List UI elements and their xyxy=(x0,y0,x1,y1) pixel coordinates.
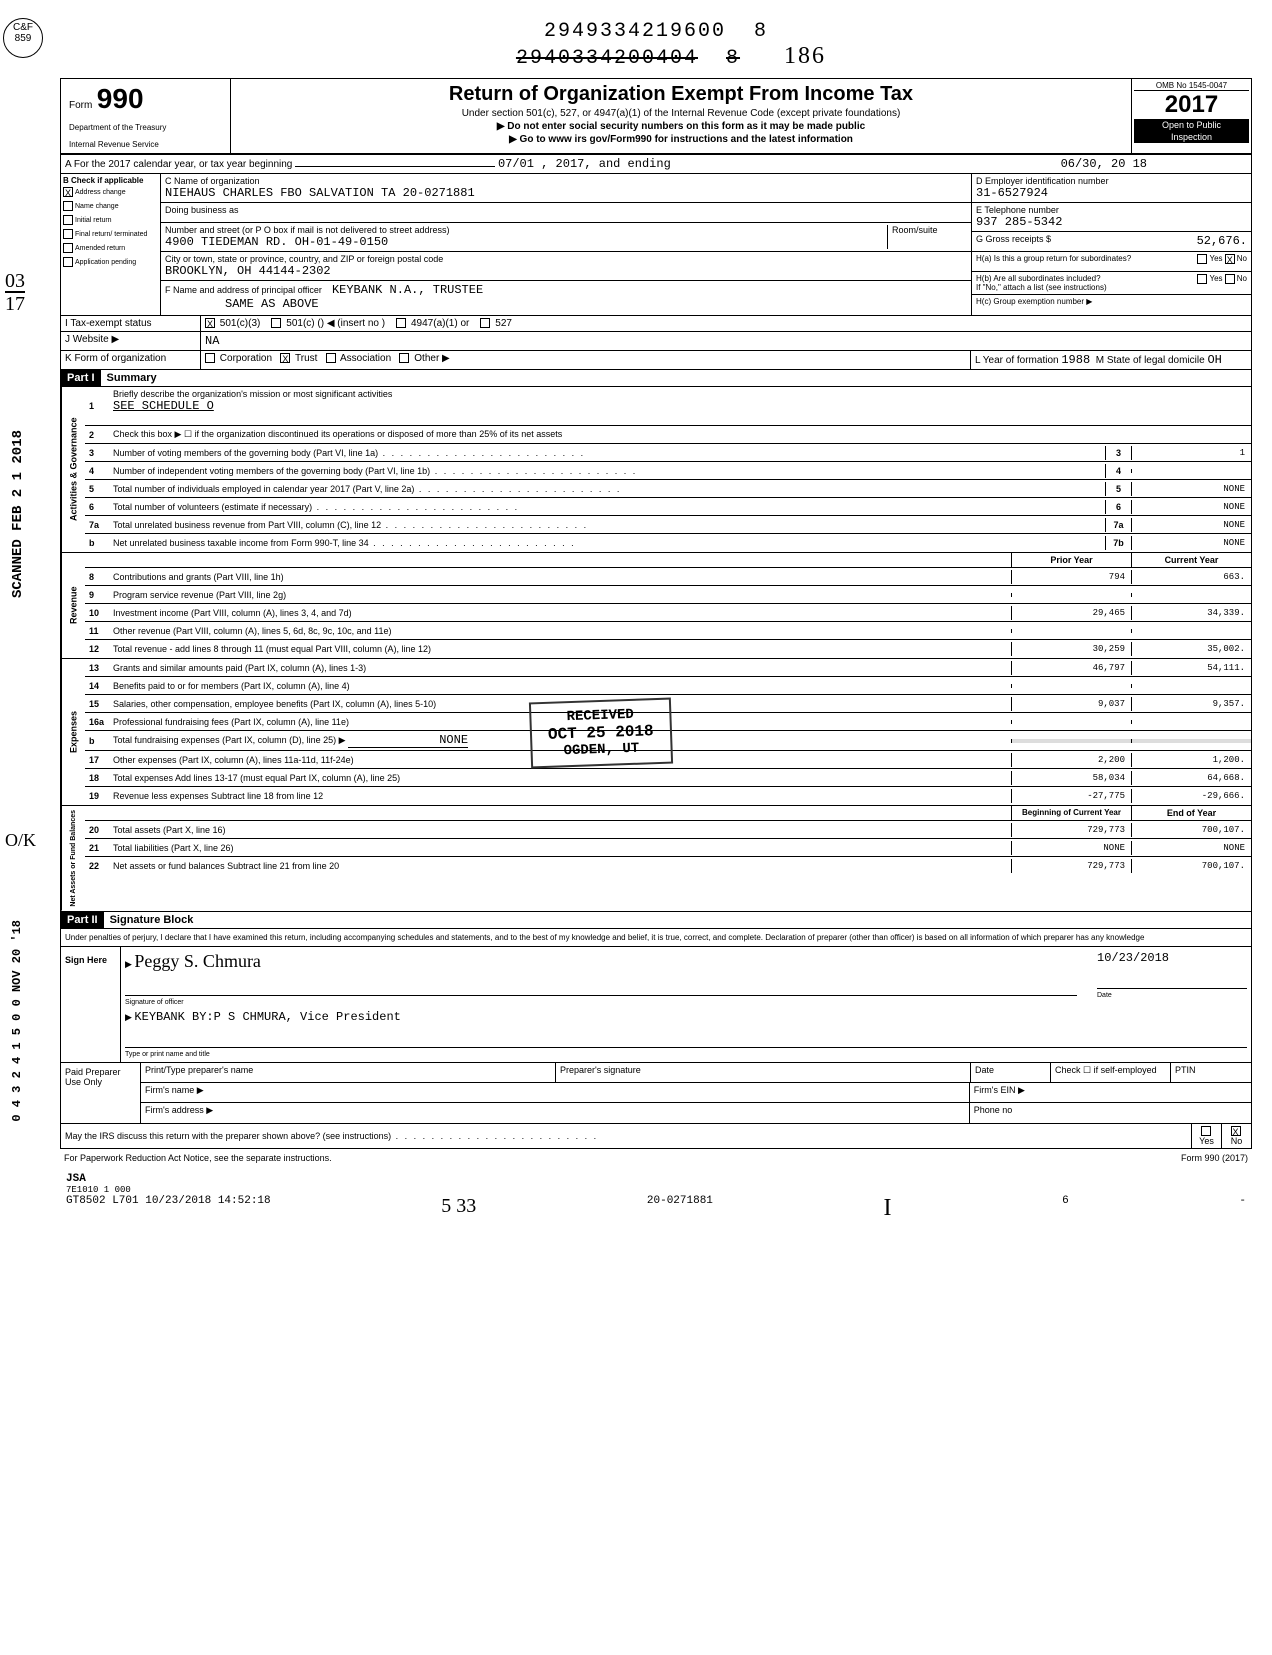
top-dln-numbers: 2949334219600 8 2940334200404 8 186 xyxy=(60,20,1252,70)
officer-signature: Peggy S. Chmura xyxy=(134,951,261,971)
check-527[interactable] xyxy=(480,318,490,328)
ein: 31-6527924 xyxy=(976,186,1048,200)
ha-no[interactable] xyxy=(1225,254,1235,264)
check-assoc[interactable] xyxy=(326,353,336,363)
margin-cf-circle: C&F859 xyxy=(3,18,43,58)
governance-section: Activities & Governance 1 Briefly descri… xyxy=(60,387,1252,553)
margin-date: 0317 xyxy=(5,270,25,316)
signature-block: Under penalties of perjury, I declare th… xyxy=(60,929,1252,1150)
margin-ok: O/K xyxy=(5,830,36,851)
year-17: 17 xyxy=(1192,91,1219,118)
handwritten-initial: I xyxy=(884,1195,892,1222)
margin-nov20: 0 4 3 2 4 1 5 0 0 NOV 20 '18 xyxy=(10,920,24,1122)
phone: 937 285-5342 xyxy=(976,215,1062,229)
footer: For Paperwork Reduction Act Notice, see … xyxy=(60,1149,1252,1167)
org-address: 4900 TIEDEMAN RD. OH-01-49-0150 xyxy=(165,235,388,249)
check-corp[interactable] xyxy=(205,353,215,363)
check-other[interactable] xyxy=(399,353,409,363)
check-name-change[interactable] xyxy=(63,201,73,211)
handwritten-533: 5 33 xyxy=(441,1195,476,1222)
check-501c[interactable] xyxy=(271,318,281,328)
check-initial[interactable] xyxy=(63,215,73,225)
handwritten-186: 186 xyxy=(784,43,826,69)
tax-exempt-status: I Tax-exempt status 501(c)(3) 501(c) () … xyxy=(60,316,1252,332)
jsa-footer: JSA 7E1010 1 000 GT8502 L701 10/23/2018 … xyxy=(60,1167,1252,1228)
part1-header: Part I Summary xyxy=(60,370,1252,387)
check-trust[interactable] xyxy=(280,353,290,363)
officer-name-title: KEYBANK BY:P S CHMURA, Vice President xyxy=(134,1010,400,1024)
net-assets-section: Net Assets or Fund Balances Beginning of… xyxy=(60,806,1252,912)
check-501c3[interactable] xyxy=(205,318,215,328)
check-application[interactable] xyxy=(63,257,73,267)
gross-receipts: 52,676. xyxy=(1197,234,1247,249)
margin-scanned: SCANNED FEB 2 1 2018 xyxy=(10,430,26,598)
form-of-org: K Form of organization Corporation Trust… xyxy=(60,351,1252,370)
check-amended[interactable] xyxy=(63,243,73,253)
website-row: J Website ▶ NA xyxy=(60,332,1252,351)
ha-yes[interactable] xyxy=(1197,254,1207,264)
part2-header: Part II Signature Block xyxy=(60,912,1252,929)
form-header: Form 990 Department of the Treasury Inte… xyxy=(60,78,1252,155)
check-4947[interactable] xyxy=(396,318,406,328)
revenue-section: Revenue Prior YearCurrent Year 8Contribu… xyxy=(60,553,1252,659)
discuss-no[interactable] xyxy=(1231,1126,1241,1136)
check-addr-change[interactable] xyxy=(63,187,73,197)
section-b-through-h: B Check if applicable Address change Nam… xyxy=(60,174,1252,316)
org-name: NIEHAUS CHARLES FBO SALVATION TA 20-0271… xyxy=(165,186,475,200)
hb-yes[interactable] xyxy=(1197,274,1207,284)
received-stamp: RECEIVED OCT 25 2018 OGDEN, UT xyxy=(529,698,673,769)
line-a: A For the 2017 calendar year, or tax yea… xyxy=(60,155,1252,174)
discuss-yes[interactable] xyxy=(1201,1126,1211,1136)
check-final[interactable] xyxy=(63,229,73,239)
org-city: BROOKLYN, OH 44144-2302 xyxy=(165,264,331,278)
hb-no[interactable] xyxy=(1225,274,1235,284)
